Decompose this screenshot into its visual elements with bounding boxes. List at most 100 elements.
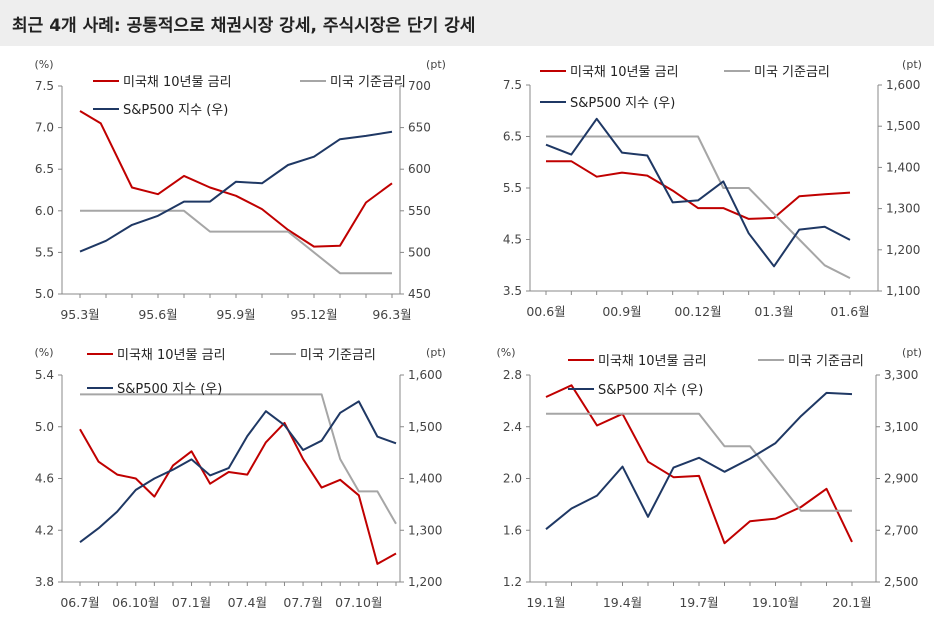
series-line-bond bbox=[545, 384, 853, 545]
right-axis-tick-label: 1,100 bbox=[886, 284, 920, 298]
right-axis-tick-label: 2,900 bbox=[884, 472, 918, 486]
chart-panel-1: 5.0 5.5 6.0 6.5 7.0 7.5 450 500 550 600 650 700 (%) (… bbox=[34, 58, 446, 322]
x-axis-tick-label: 95.3월 bbox=[60, 307, 99, 322]
right-axis-tick-label: 450 bbox=[408, 287, 431, 301]
x-axis-tick-label: 20.1월 bbox=[832, 595, 871, 610]
series-line-sp500 bbox=[545, 391, 853, 530]
legend-label-sp500: S&P500 지수 (우) bbox=[117, 382, 222, 397]
right-axis-unit: (pt) bbox=[902, 346, 922, 359]
left-axis-tick-label: 7.5 bbox=[35, 79, 54, 93]
x-axis-tick-label: 07.4월 bbox=[228, 595, 267, 610]
left-axis-tick-label: 3.8 bbox=[35, 575, 54, 589]
right-axis-tick-label: 1,300 bbox=[408, 523, 442, 537]
series-line-policy bbox=[546, 135, 851, 279]
x-axis-tick-label: 19.10월 bbox=[752, 595, 799, 610]
right-axis-tick-label: 550 bbox=[408, 204, 431, 218]
right-axis-tick-label: 3,300 bbox=[884, 368, 918, 382]
left-axis-tick-label: 4.6 bbox=[35, 472, 54, 486]
right-axis-tick-label: 1,600 bbox=[408, 368, 442, 382]
x-axis-tick-label: 07.10월 bbox=[335, 595, 382, 610]
left-axis-tick-label: 5.0 bbox=[35, 287, 54, 301]
left-axis-tick-label: 1.6 bbox=[503, 523, 522, 537]
right-axis-tick-label: 1,600 bbox=[886, 78, 920, 92]
chart-panel-3: 3.8 4.2 4.6 5.0 5.4 1,200 1,300 1,400 1,500 1,600… bbox=[34, 346, 446, 610]
right-axis-tick-label: 3,100 bbox=[884, 420, 918, 434]
right-axis-tick-label: 650 bbox=[408, 121, 431, 135]
right-axis-tick-label: 2,500 bbox=[884, 575, 918, 589]
left-axis-unit: (%) bbox=[496, 346, 515, 359]
right-axis-tick-label: 1,200 bbox=[886, 243, 920, 257]
chart-panel-2: 3.5 4.5 5.5 6.5 7.5 1,100 1,200 1,300 1,400 1,500… bbox=[503, 58, 922, 319]
left-axis-tick-label: 7.5 bbox=[503, 78, 522, 92]
x-axis-tick-label: 19.7월 bbox=[679, 595, 718, 610]
left-axis-tick-label: 2.0 bbox=[503, 472, 522, 486]
right-axis-unit: (pt) bbox=[902, 58, 922, 71]
x-axis-tick-label: 00.9월 bbox=[602, 304, 641, 319]
legend-label-policy: 미국 기준금리 bbox=[300, 348, 376, 363]
left-axis-tick-label: 5.4 bbox=[35, 368, 54, 382]
left-axis-tick-label: 5.5 bbox=[35, 245, 54, 259]
series-line-sp500 bbox=[79, 400, 397, 543]
legend-label-policy: 미국 기준금리 bbox=[330, 75, 406, 90]
left-axis-unit: (%) bbox=[34, 58, 53, 71]
header-bar: 최근 4개 사례: 공통적으로 채권시장 강세, 주식시장은 단기 강세 bbox=[0, 0, 934, 46]
left-axis-tick-label: 4.2 bbox=[35, 523, 54, 537]
right-axis-unit: (pt) bbox=[426, 346, 446, 359]
series-line-bond bbox=[79, 110, 393, 248]
x-axis-tick-label: 95.12월 bbox=[290, 307, 337, 322]
x-axis-tick-label: 01.3월 bbox=[754, 304, 793, 319]
x-axis-tick-label: 95.9월 bbox=[216, 307, 255, 322]
legend-label-policy: 미국 기준금리 bbox=[788, 354, 864, 369]
right-axis-tick-label: 500 bbox=[408, 245, 431, 259]
x-axis-tick-label: 19.1월 bbox=[526, 595, 565, 610]
x-axis-tick-label: 00.6월 bbox=[526, 304, 565, 319]
left-axis-tick-label: 1.2 bbox=[503, 575, 522, 589]
left-axis-unit: (%) bbox=[34, 346, 53, 359]
legend-label-sp500: S&P500 지수 (우) bbox=[570, 96, 675, 111]
left-axis-tick-label: 2.8 bbox=[503, 368, 522, 382]
left-axis-tick-label: 5.0 bbox=[35, 420, 54, 434]
left-axis-tick-label: 7.0 bbox=[35, 121, 54, 135]
x-axis-tick-label: 19.4월 bbox=[603, 595, 642, 610]
right-axis-tick-label: 600 bbox=[408, 162, 431, 176]
series-line-policy bbox=[80, 393, 397, 525]
x-axis-tick-label: 95.6월 bbox=[138, 307, 177, 322]
right-axis-tick-label: 1,400 bbox=[408, 472, 442, 486]
legend-label-bond: 미국채 10년물 금리 bbox=[123, 75, 232, 90]
x-axis-tick-label: 06.7월 bbox=[60, 595, 99, 610]
right-axis-unit: (pt) bbox=[426, 58, 446, 71]
right-axis-tick-label: 700 bbox=[408, 79, 431, 93]
left-axis-tick-label: 6.5 bbox=[35, 162, 54, 176]
legend-label-bond: 미국채 10년물 금리 bbox=[570, 65, 679, 80]
right-axis-tick-label: 1,200 bbox=[408, 575, 442, 589]
chart-panel-4: 1.2 1.6 2.0 2.4 2.8 2,500 2,700 2,900 3,100 3,300… bbox=[496, 346, 922, 610]
right-axis-tick-label: 1,300 bbox=[886, 202, 920, 216]
x-axis-tick-label: 07.1월 bbox=[172, 595, 211, 610]
right-axis-tick-label: 1,500 bbox=[886, 119, 920, 133]
series-line-policy bbox=[80, 209, 392, 275]
x-axis-tick-label: 06.10월 bbox=[112, 595, 159, 610]
right-axis-tick-label: 2,700 bbox=[884, 523, 918, 537]
legend-label-bond: 미국채 10년물 금리 bbox=[117, 348, 226, 363]
right-axis-tick-label: 1,500 bbox=[408, 420, 442, 434]
series-line-sp500 bbox=[79, 130, 393, 253]
series-line-bond bbox=[79, 421, 397, 565]
x-axis-tick-label: 01.6월 bbox=[830, 304, 869, 319]
series-line-bond bbox=[546, 160, 851, 220]
left-axis-tick-label: 2.4 bbox=[503, 420, 522, 434]
left-axis-tick-label: 5.5 bbox=[503, 181, 522, 195]
right-axis-tick-label: 1,400 bbox=[886, 160, 920, 174]
left-axis-tick-label: 6.5 bbox=[503, 130, 522, 144]
x-axis-tick-label: 07.7월 bbox=[283, 595, 322, 610]
left-axis-tick-label: 3.5 bbox=[503, 284, 522, 298]
x-axis-tick-label: 96.3월 bbox=[372, 307, 411, 322]
x-axis-tick-label: 00.12월 bbox=[674, 304, 721, 319]
legend-label-sp500: S&P500 지수 (우) bbox=[123, 103, 228, 118]
left-axis-tick-label: 4.5 bbox=[503, 233, 522, 247]
series-line-policy bbox=[546, 412, 852, 512]
legend-label-bond: 미국채 10년물 금리 bbox=[598, 354, 707, 369]
legend-label-policy: 미국 기준금리 bbox=[754, 65, 830, 80]
legend-label-sp500: S&P500 지수 (우) bbox=[598, 383, 703, 398]
left-axis-tick-label: 6.0 bbox=[35, 204, 54, 218]
page-title: 최근 4개 사례: 공통적으로 채권시장 강세, 주식시장은 단기 강세 bbox=[12, 16, 476, 36]
